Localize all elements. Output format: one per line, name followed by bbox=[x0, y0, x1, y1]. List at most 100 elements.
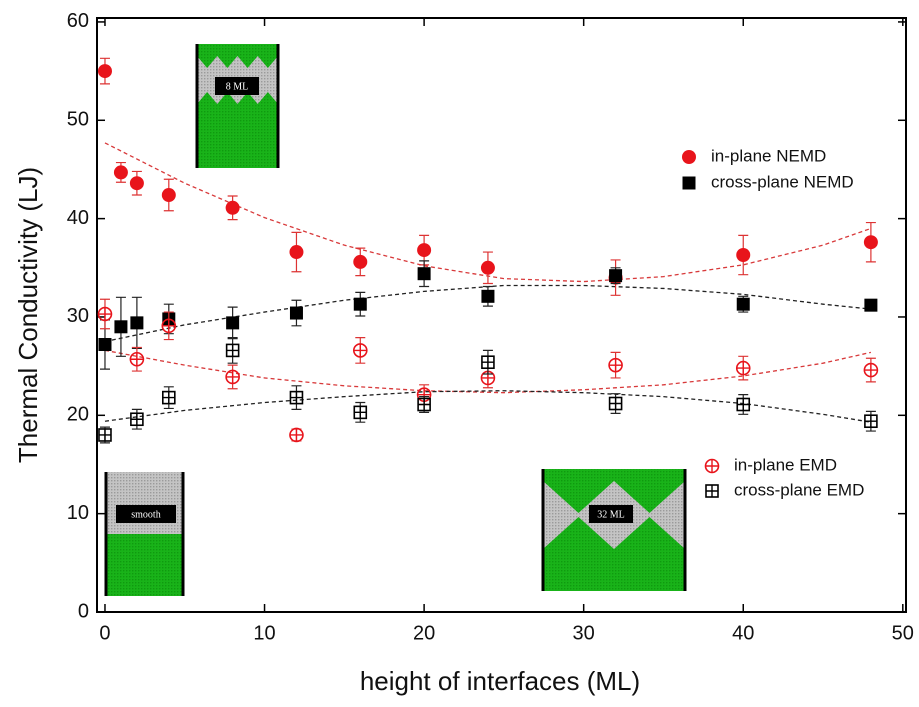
legend-marker bbox=[682, 150, 696, 164]
y-axis-label: Thermal Conductivity (LJ) bbox=[13, 167, 43, 463]
inset-green-bottom bbox=[543, 517, 685, 591]
marker bbox=[352, 343, 368, 358]
marker-cross bbox=[706, 485, 718, 497]
marker bbox=[225, 343, 240, 358]
legend-marker bbox=[682, 176, 696, 190]
marker-cross bbox=[226, 344, 239, 357]
marker-cross bbox=[98, 428, 111, 441]
marker bbox=[97, 306, 113, 322]
legend-marker bbox=[705, 484, 719, 498]
x-tick-label: 50 bbox=[892, 622, 914, 644]
y-tick-label: 50 bbox=[67, 109, 89, 131]
marker bbox=[735, 360, 751, 376]
marker bbox=[353, 405, 368, 420]
marker bbox=[289, 390, 304, 405]
marker-shape bbox=[735, 360, 751, 376]
legend-marker bbox=[704, 458, 720, 474]
marker-cross bbox=[226, 370, 239, 383]
legend-label: in-plane EMD bbox=[734, 455, 837, 474]
marker-cross bbox=[706, 460, 718, 472]
marker-cross bbox=[162, 391, 175, 404]
marker bbox=[608, 396, 623, 411]
y-tick-label: 60 bbox=[67, 10, 89, 32]
marker bbox=[161, 318, 177, 334]
legend-label: cross-plane EMD bbox=[734, 480, 864, 499]
marker-cross bbox=[130, 353, 143, 366]
inset-green-top bbox=[543, 469, 685, 513]
marker bbox=[225, 369, 240, 385]
marker-shape bbox=[289, 427, 304, 443]
marker-shape bbox=[863, 362, 879, 378]
marker bbox=[863, 235, 878, 250]
marker bbox=[481, 289, 495, 303]
inset-label: 8 ML bbox=[226, 81, 249, 92]
x-tick-label: 0 bbox=[99, 622, 110, 644]
x-tick-label: 10 bbox=[253, 622, 275, 644]
marker bbox=[97, 64, 112, 79]
marker bbox=[225, 200, 240, 215]
x-axis-label: height of interfaces (ML) bbox=[360, 666, 640, 696]
marker bbox=[129, 351, 145, 367]
marker bbox=[863, 362, 879, 378]
legend-label: in-plane NEMD bbox=[711, 146, 826, 165]
y-tick-label: 30 bbox=[67, 305, 89, 327]
marker-cross bbox=[130, 413, 143, 426]
x-tick-label: 30 bbox=[573, 622, 595, 644]
marker bbox=[736, 397, 751, 412]
marker-shape bbox=[352, 343, 368, 358]
marker bbox=[480, 260, 495, 275]
marker-cross bbox=[737, 362, 750, 375]
marker bbox=[129, 176, 144, 191]
marker-cross bbox=[418, 398, 431, 411]
marker-cross bbox=[864, 364, 877, 377]
y-tick-label: 10 bbox=[67, 502, 89, 524]
marker-cross bbox=[354, 344, 367, 357]
marker bbox=[130, 316, 144, 330]
x-tick-label: 40 bbox=[732, 622, 754, 644]
marker bbox=[289, 427, 304, 443]
marker bbox=[417, 243, 432, 258]
marker-shape bbox=[161, 318, 177, 334]
inset-label: 32 ML bbox=[597, 509, 625, 520]
marker bbox=[353, 254, 368, 269]
marker-shape bbox=[704, 458, 720, 474]
marker bbox=[130, 412, 144, 427]
marker bbox=[98, 428, 112, 442]
marker bbox=[161, 188, 176, 203]
marker bbox=[736, 248, 751, 263]
inset-label: smooth bbox=[131, 509, 160, 520]
marker-cross bbox=[162, 319, 175, 332]
marker bbox=[114, 320, 128, 334]
marker bbox=[864, 414, 878, 429]
inset-green-bottom bbox=[106, 534, 183, 596]
y-tick-label: 20 bbox=[67, 404, 89, 426]
marker-cross bbox=[290, 428, 303, 441]
marker-cross bbox=[481, 356, 494, 369]
marker bbox=[353, 297, 367, 311]
legend-label: cross-plane NEMD bbox=[711, 172, 854, 191]
marker bbox=[226, 316, 240, 330]
marker bbox=[417, 397, 431, 412]
plot-frame bbox=[96, 17, 907, 613]
marker-cross bbox=[354, 406, 367, 419]
marker-shape bbox=[225, 369, 240, 385]
marker bbox=[481, 355, 495, 370]
y-tick-label: 0 bbox=[78, 600, 89, 622]
marker bbox=[289, 245, 304, 260]
marker-cross bbox=[737, 398, 750, 411]
inset-green-top bbox=[197, 44, 278, 68]
marker-cross bbox=[864, 415, 877, 428]
inset-label-box bbox=[116, 505, 176, 523]
inset-label-box bbox=[589, 505, 633, 523]
marker-shape bbox=[608, 357, 623, 373]
inset-label-box bbox=[215, 77, 259, 95]
marker-cross bbox=[98, 308, 111, 321]
y-tick-label: 40 bbox=[67, 207, 89, 229]
marker-shape bbox=[129, 351, 145, 367]
marker-cross bbox=[609, 397, 622, 410]
marker bbox=[417, 267, 431, 281]
marker bbox=[736, 297, 750, 311]
marker bbox=[162, 390, 176, 405]
